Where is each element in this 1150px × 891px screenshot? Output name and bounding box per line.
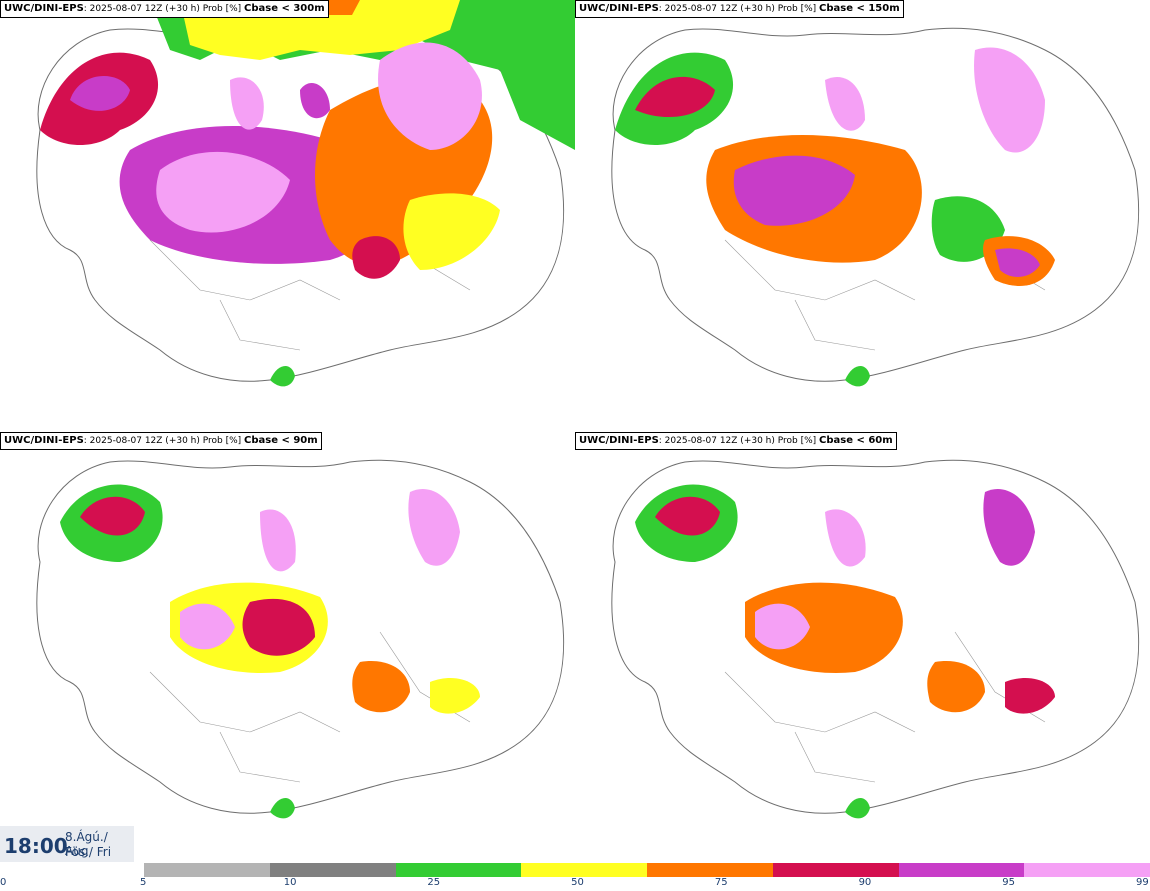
variable-label: Cbase < 90m <box>244 435 318 446</box>
map-60m <box>611 459 1140 819</box>
colorbar-segment-2 <box>395 863 522 877</box>
colorbar-tick-label: 75 <box>714 877 728 888</box>
colorbar-tick-label: 5 <box>140 877 147 888</box>
model-label: UWC/DINI-EPS <box>4 3 84 14</box>
colorbar-tick-label: 95 <box>1002 877 1016 888</box>
valid-time-box: 18:00 8.Ágú./ Aug Fös./ Fri <box>0 826 134 862</box>
colorbar <box>144 863 1150 877</box>
map-90m <box>36 459 565 819</box>
prob-field-90m <box>60 484 480 819</box>
colorbar-segment-4 <box>647 863 773 877</box>
panel-title: UWC/DINI-EPS: 2025-08-07 12Z (+30 h) Pro… <box>0 0 329 18</box>
colorbar-tick-label: 99 <box>1136 877 1149 888</box>
variable-label: Cbase < 60m <box>819 435 893 446</box>
colorbar-tick-label: 10 <box>283 877 297 888</box>
colorbar-tick-label: 25 <box>427 877 441 888</box>
map-panel-300m: UWC/DINI-EPS: 2025-08-07 12Z (+30 h) Pro… <box>0 0 575 432</box>
prob-field-60m <box>635 484 1055 819</box>
map-panel-150m: UWC/DINI-EPS: 2025-08-07 12Z (+30 h) Pro… <box>575 0 1150 432</box>
valid-time-clock: 18:00 <box>4 834 68 858</box>
panel-title: UWC/DINI-EPS: 2025-08-07 12Z (+30 h) Pro… <box>575 432 897 450</box>
colorbar-tick-label: 50 <box>571 877 584 888</box>
colorbar-segment-1 <box>269 863 396 877</box>
model-label: UWC/DINI-EPS <box>579 3 659 14</box>
run-label: : 2025-08-07 12Z (+30 h) Prob [%] <box>658 436 820 446</box>
run-label: : 2025-08-07 12Z (+30 h) Prob [%] <box>83 436 245 446</box>
run-label: : 2025-08-07 12Z (+30 h) Prob [%] <box>83 4 245 14</box>
prob-field-300m <box>40 0 575 387</box>
valid-date-line1: 8.Ágú./ Aug <box>65 830 108 858</box>
variable-label: Cbase < 150m <box>819 3 900 14</box>
prob-field-150m <box>615 47 1055 387</box>
run-label: : 2025-08-07 12Z (+30 h) Prob [%] <box>658 4 820 14</box>
map-300m <box>36 0 575 387</box>
colorbar-tick-label: 90 <box>858 877 872 888</box>
map-150m <box>611 27 1140 387</box>
valid-date-line2: Fös./ Fri <box>65 845 112 859</box>
map-panel-90m: UWC/DINI-EPS: 2025-08-07 12Z (+30 h) Pro… <box>0 432 575 864</box>
colorbar-segment-3 <box>521 863 647 877</box>
colorbar-segment-6 <box>898 863 1025 877</box>
model-label: UWC/DINI-EPS <box>579 435 659 446</box>
colorbar-segment-7 <box>1024 863 1150 877</box>
panel-title: UWC/DINI-EPS: 2025-08-07 12Z (+30 h) Pro… <box>575 0 904 18</box>
panel-title: UWC/DINI-EPS: 2025-08-07 12Z (+30 h) Pro… <box>0 432 322 450</box>
map-panel-60m: UWC/DINI-EPS: 2025-08-07 12Z (+30 h) Pro… <box>575 432 1150 864</box>
variable-label: Cbase < 300m <box>244 3 325 14</box>
colorbar-segment-0 <box>144 863 270 877</box>
colorbar-segment-5 <box>772 863 899 877</box>
colorbar-tick-label: 0 <box>0 877 7 888</box>
model-label: UWC/DINI-EPS <box>4 435 84 446</box>
